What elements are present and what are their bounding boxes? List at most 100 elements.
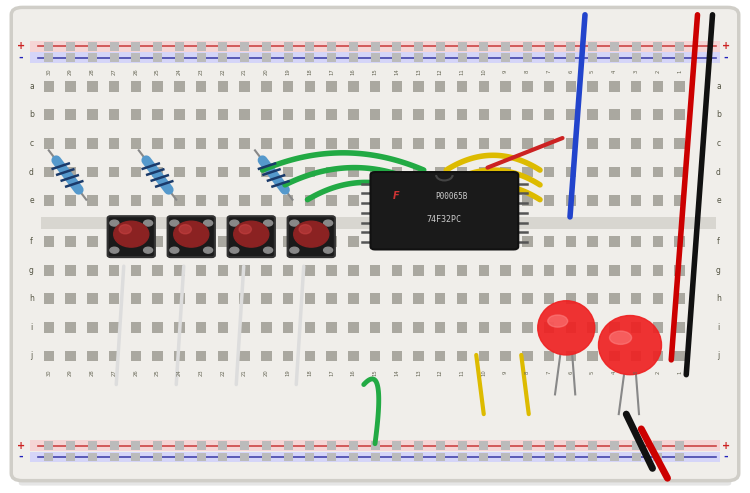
Text: 21: 21	[242, 369, 247, 376]
Bar	[327, 441, 336, 450]
Bar	[631, 322, 641, 333]
Bar	[652, 265, 663, 276]
Bar	[674, 167, 685, 177]
Ellipse shape	[174, 221, 208, 247]
Bar	[652, 236, 663, 247]
Bar	[436, 53, 445, 62]
Bar	[479, 53, 488, 62]
Text: 8: 8	[525, 70, 530, 73]
Bar	[478, 109, 489, 120]
Bar	[304, 138, 315, 149]
Bar	[566, 265, 576, 276]
Bar	[44, 351, 54, 361]
Bar	[196, 322, 206, 333]
Bar	[478, 81, 489, 92]
Text: 17: 17	[329, 369, 334, 376]
Circle shape	[230, 220, 238, 226]
Bar	[196, 167, 206, 177]
Bar	[239, 167, 250, 177]
Text: 14: 14	[394, 68, 399, 75]
Bar	[413, 293, 424, 304]
Bar	[631, 195, 641, 206]
Bar	[414, 453, 423, 461]
Bar	[239, 81, 250, 92]
Bar	[348, 109, 358, 120]
Bar	[435, 265, 445, 276]
Bar	[44, 322, 54, 333]
Bar	[413, 109, 424, 120]
Text: F: F	[393, 191, 399, 202]
Bar	[65, 81, 76, 92]
Bar	[588, 53, 597, 62]
Bar	[544, 265, 554, 276]
Bar	[566, 441, 575, 450]
Bar	[44, 293, 54, 304]
Bar	[326, 138, 337, 149]
Bar	[109, 236, 119, 247]
Bar	[674, 195, 685, 206]
Circle shape	[204, 220, 213, 226]
Bar	[392, 351, 402, 361]
Text: 15: 15	[373, 369, 377, 376]
Bar	[522, 265, 532, 276]
Circle shape	[290, 220, 298, 226]
Bar	[435, 167, 445, 177]
Bar	[217, 167, 228, 177]
Bar	[414, 441, 423, 450]
Bar	[609, 293, 619, 304]
Circle shape	[264, 247, 273, 253]
Bar	[414, 53, 423, 62]
Text: f: f	[717, 237, 720, 246]
Bar	[370, 322, 380, 333]
Bar	[631, 236, 641, 247]
Ellipse shape	[119, 225, 131, 234]
Bar	[587, 236, 598, 247]
Bar	[544, 293, 554, 304]
Bar	[261, 167, 272, 177]
Bar	[283, 138, 293, 149]
Bar	[174, 265, 184, 276]
Bar	[544, 42, 554, 51]
Bar	[566, 293, 576, 304]
Text: 4: 4	[612, 70, 616, 73]
Text: 30: 30	[46, 369, 51, 376]
Bar	[587, 322, 598, 333]
Bar	[544, 81, 554, 92]
Bar	[588, 453, 597, 461]
Bar	[478, 265, 489, 276]
Bar	[435, 195, 445, 206]
FancyBboxPatch shape	[228, 216, 274, 257]
Bar	[609, 265, 619, 276]
Bar	[217, 265, 228, 276]
Bar	[327, 42, 336, 51]
Text: 1: 1	[677, 70, 682, 73]
Bar	[304, 265, 315, 276]
Bar	[175, 53, 184, 62]
Bar	[44, 138, 54, 149]
Bar	[500, 265, 511, 276]
Bar	[130, 167, 141, 177]
Bar	[305, 453, 314, 461]
Text: j: j	[30, 352, 33, 360]
Bar	[478, 351, 489, 361]
Bar	[305, 42, 314, 51]
Bar	[392, 293, 402, 304]
Bar	[175, 453, 184, 461]
Bar	[131, 42, 140, 51]
Bar	[109, 322, 119, 333]
Bar	[500, 322, 511, 333]
Bar	[348, 322, 358, 333]
Text: 7: 7	[547, 70, 551, 73]
Bar	[413, 81, 424, 92]
Bar	[87, 265, 98, 276]
Bar	[392, 138, 402, 149]
Bar	[262, 53, 271, 62]
Bar	[304, 167, 315, 177]
Circle shape	[290, 247, 298, 253]
Bar	[500, 351, 511, 361]
Bar	[304, 195, 315, 206]
Bar	[370, 81, 380, 92]
Text: -: -	[19, 452, 23, 462]
Bar	[414, 42, 423, 51]
Text: 11: 11	[460, 68, 464, 75]
